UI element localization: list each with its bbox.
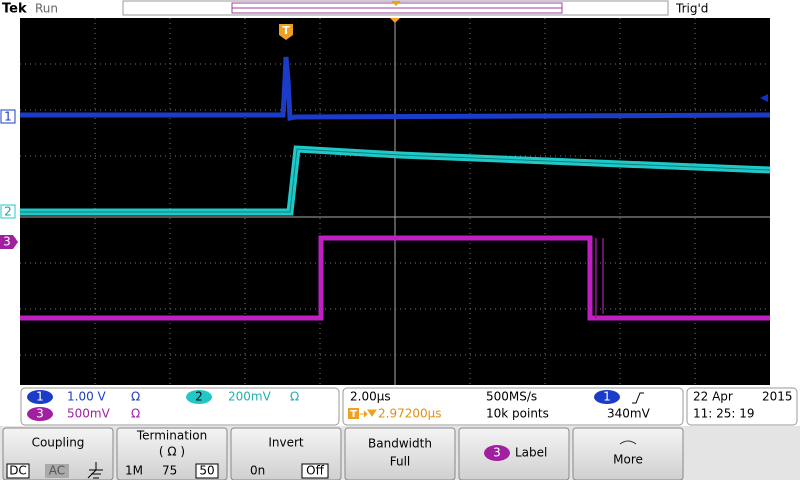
label-button[interactable] — [458, 427, 570, 480]
trigger-position: 2.97200µs — [378, 407, 442, 421]
termination-sublabel: ( Ω ) — [159, 445, 185, 459]
trigger-marker: T — [282, 24, 290, 37]
coupling-ac: AC — [49, 464, 65, 478]
ch3-marker-bg — [0, 235, 18, 249]
ch2-badge — [186, 390, 212, 404]
trigger-pointer — [391, 1, 401, 6]
term-50: 50 — [199, 464, 214, 478]
ch1-scale: 1.00 V — [67, 390, 107, 404]
trig-source: 1 — [603, 390, 611, 404]
ground-icon — [87, 462, 103, 479]
ch3-scale: 500mV — [67, 407, 111, 421]
bandwidth-value: Full — [390, 455, 411, 469]
ch1-marker: 1 — [4, 110, 12, 124]
ch1-term: Ω — [131, 390, 140, 404]
ch2-scale: 200mV — [228, 390, 272, 404]
label-label: Label — [515, 446, 547, 460]
ch3-badge-num: 3 — [36, 407, 44, 421]
ch2-marker-bg — [0, 204, 16, 219]
ch1-marker-bg — [0, 109, 16, 124]
ch2-marker: 2 — [4, 205, 12, 219]
acq-state: Run — [35, 2, 58, 16]
coupling-dc: DC — [9, 464, 27, 478]
bandwidth-label: Bandwidth — [368, 437, 432, 451]
time: 11: 25: 19 — [693, 407, 755, 421]
ch3-term: Ω — [131, 407, 140, 421]
ch2-trace-edge — [20, 148, 771, 213]
trigger-status: Trig'd — [675, 2, 708, 16]
year: 2015 — [762, 390, 793, 404]
ch1-trace — [20, 56, 771, 122]
trigpos-arrow — [360, 409, 377, 418]
ch2-term: Ω — [290, 390, 299, 404]
date: 22 Apr — [693, 390, 733, 404]
trigger-level-marker — [760, 94, 768, 102]
trigger-marker-bg — [279, 24, 293, 40]
term-50-box — [195, 463, 219, 479]
more-label: More — [613, 453, 643, 467]
trigger-level: 340mV — [607, 407, 651, 421]
label-badge-num: 3 — [493, 446, 501, 460]
more-icon — [619, 440, 637, 445]
ch3-badge — [27, 407, 53, 421]
invert-off-box — [301, 463, 329, 479]
ch1-badge — [27, 390, 53, 404]
trigpos-marker: T — [350, 409, 357, 420]
invert-label: Invert — [268, 436, 304, 450]
ch2-badge-num: 2 — [195, 390, 203, 404]
coupling-label: Coupling — [32, 436, 85, 450]
brand: Tek — [2, 2, 27, 17]
center-marker — [390, 18, 400, 23]
ac-box — [45, 464, 69, 478]
ch1-badge-num: 1 — [36, 390, 44, 404]
timebase: 2.00µs — [350, 390, 391, 404]
trigger-slope — [632, 392, 644, 404]
termination-label: Termination — [136, 429, 207, 443]
sample-rate: 500MS/s — [486, 390, 537, 404]
ch3-marker: 3 — [3, 235, 11, 249]
ch3-trace — [20, 235, 770, 321]
dc-box — [6, 463, 30, 479]
label-badge — [484, 445, 510, 461]
coupling-button[interactable] — [2, 427, 114, 480]
datetime — [686, 387, 798, 426]
invert-off: Off — [306, 464, 324, 478]
invert-on: 0n — [250, 464, 265, 478]
term-75: 75 — [162, 464, 177, 478]
bandwidth-button[interactable] — [344, 427, 456, 480]
record-length: 10k points — [486, 407, 549, 421]
channel-readout — [20, 387, 340, 426]
term-1m: 1M — [125, 464, 143, 478]
trig-src-badge — [594, 390, 620, 404]
center-axes — [20, 18, 770, 385]
trigpos-marker-bg — [348, 408, 359, 419]
more-button[interactable] — [572, 427, 684, 480]
